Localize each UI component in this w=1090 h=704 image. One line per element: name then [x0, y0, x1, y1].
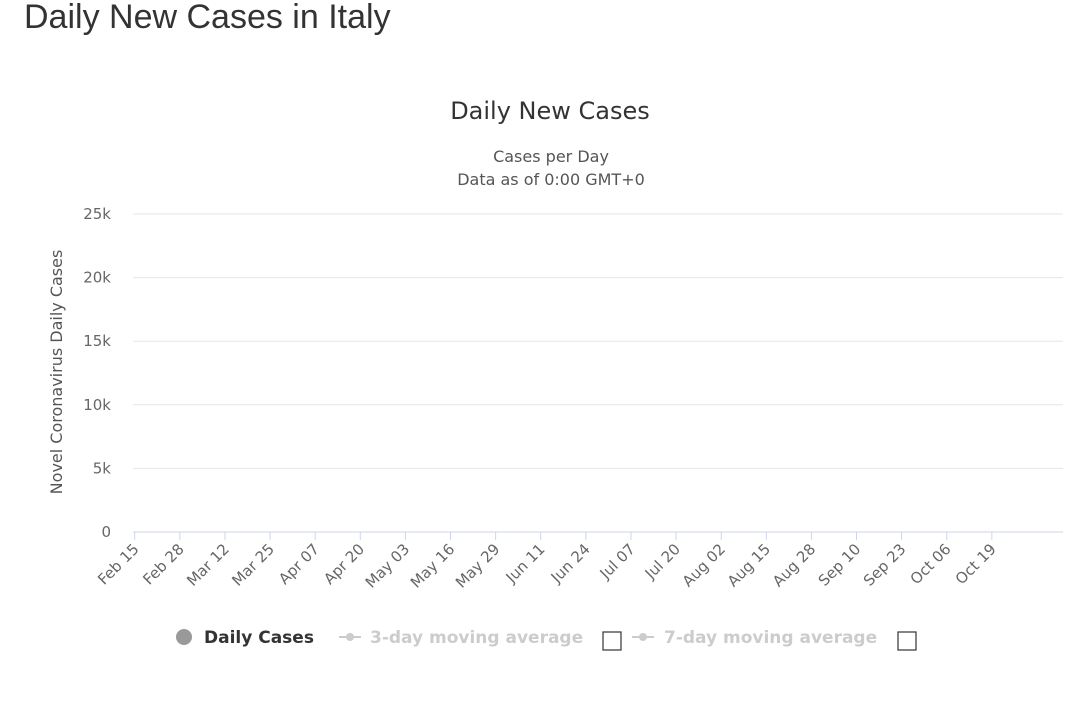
checkbox-7-day-moving-average[interactable] — [897, 631, 917, 651]
y-tick-label: 10k — [83, 396, 111, 414]
x-tick-label: Feb 28 — [139, 540, 187, 588]
x-tick-label: Apr 07 — [275, 540, 323, 588]
legend-item-3-day-moving-average[interactable]: 3-day moving average — [339, 628, 583, 648]
x-tick-label: Aug 02 — [679, 540, 729, 590]
page-title: Daily New Cases in Italy — [24, 0, 391, 36]
chart-title: Daily New Cases — [450, 97, 650, 125]
y-tick-label: 25k — [83, 205, 111, 223]
legend-marker-7-day — [639, 633, 647, 641]
x-tick-label: May 03 — [362, 540, 414, 592]
x-tick-label: Jul 20 — [641, 540, 684, 583]
legend-item-7-day-moving-average[interactable]: 7-day moving average — [632, 628, 877, 648]
y-axis-label: Novel Coronavirus Daily Cases — [47, 250, 66, 495]
x-tick-label: May 16 — [407, 540, 459, 592]
x-tick-label: Apr 20 — [320, 540, 368, 588]
x-tick-label: Sep 23 — [860, 540, 910, 590]
legend-marker-daily-cases — [176, 629, 192, 645]
legend-label-3-day: 3-day moving average — [370, 628, 583, 648]
x-tick-label: May 29 — [452, 540, 504, 592]
chart-subtitle-line-2: Data as of 0:00 GMT+0 — [457, 170, 645, 189]
x-tick-label: Sep 10 — [815, 540, 865, 590]
legend-label-7-day: 7-day moving average — [664, 628, 877, 648]
x-tick-label: Aug 15 — [724, 540, 774, 590]
x-tick-label: Oct 06 — [907, 540, 955, 588]
gridlines — [133, 213, 1063, 469]
x-tick-label: Jun 11 — [502, 540, 549, 587]
x-tick-label: Mar 12 — [183, 540, 233, 590]
y-tick-label: 5k — [93, 459, 112, 477]
legend-label-daily-cases: Daily Cases — [204, 628, 314, 648]
legend: Daily Cases 3-day moving average 7-day m… — [176, 628, 917, 651]
legend-marker-3-day — [346, 633, 354, 641]
chart-subtitle-line-1: Cases per Day — [493, 147, 609, 166]
x-tick-label: Jul 07 — [596, 540, 639, 583]
y-tick-label: 20k — [83, 269, 111, 287]
y-axis-ticks: 0 5k 10k 15k 20k 25k — [83, 205, 111, 541]
x-tick-label: Feb 15 — [94, 540, 142, 588]
x-tick-label: Oct 19 — [952, 540, 1000, 588]
checkbox-3-day-moving-average[interactable] — [602, 631, 622, 651]
y-tick-label: 0 — [101, 523, 111, 541]
x-tick-label: Aug 28 — [769, 540, 819, 590]
x-tick-label: Mar 25 — [228, 540, 278, 590]
legend-item-daily-cases[interactable]: Daily Cases — [176, 628, 314, 648]
y-tick-label: 15k — [83, 332, 111, 350]
x-tick-label: Jun 24 — [547, 540, 594, 587]
